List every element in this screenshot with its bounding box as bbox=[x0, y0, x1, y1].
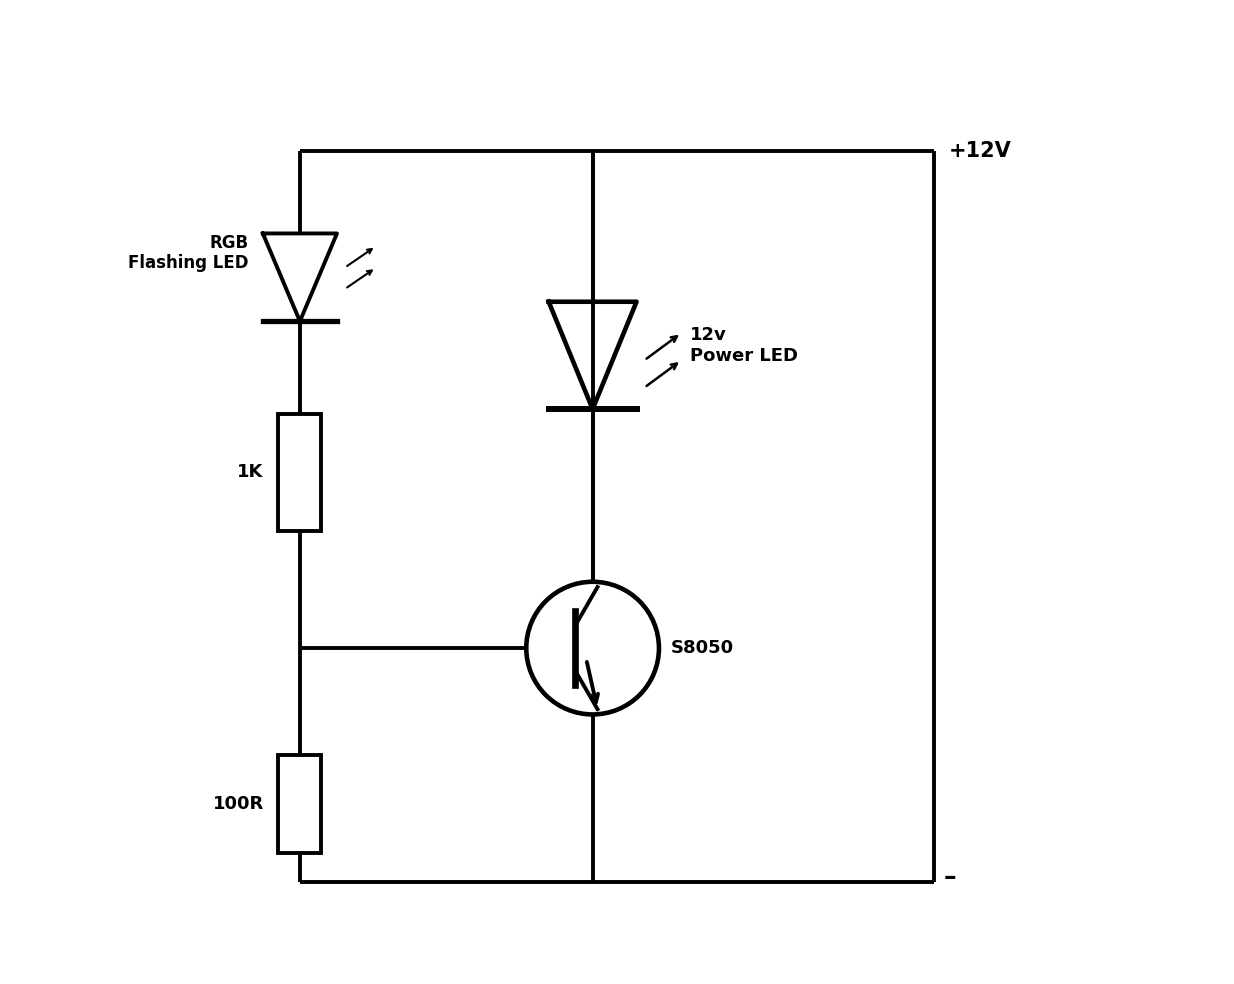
Text: –: – bbox=[944, 865, 956, 890]
Text: S8050: S8050 bbox=[670, 639, 734, 657]
Text: RGB
Flashing LED: RGB Flashing LED bbox=[127, 233, 248, 273]
Circle shape bbox=[526, 582, 659, 714]
Bar bbox=[279, 414, 321, 531]
Text: +12V: +12V bbox=[949, 141, 1012, 160]
Text: 12v
Power LED: 12v Power LED bbox=[690, 327, 798, 365]
Text: 100R: 100R bbox=[212, 795, 264, 813]
Text: 1K: 1K bbox=[237, 463, 264, 481]
Bar bbox=[279, 756, 321, 853]
